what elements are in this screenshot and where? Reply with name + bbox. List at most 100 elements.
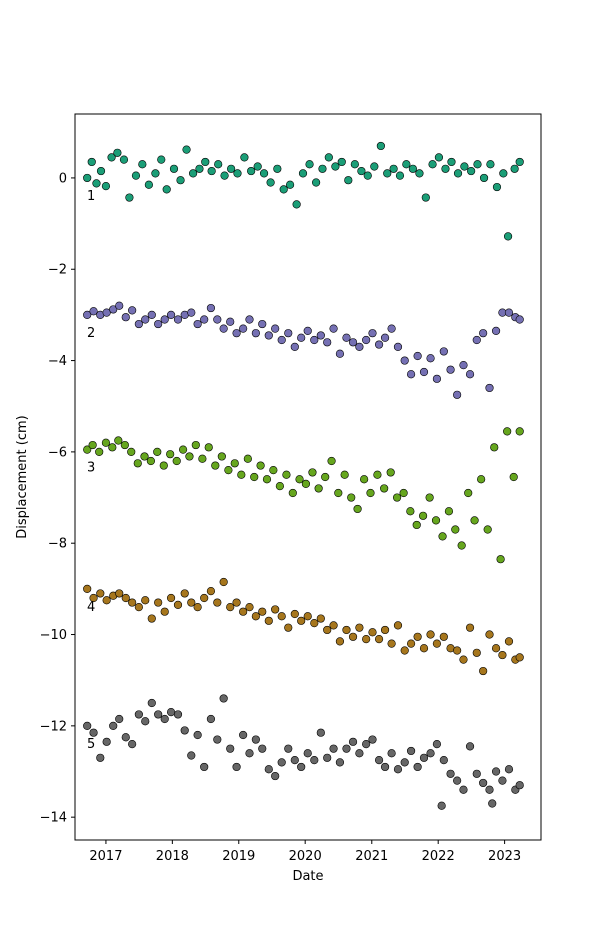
data-point [166,450,175,459]
data-point [515,157,524,167]
data-point [206,303,216,313]
data-point [329,324,338,333]
data-point [288,488,297,498]
data-point [453,646,462,655]
data-point [383,169,392,178]
data-point [204,443,213,452]
data-point [266,178,275,187]
data-point [428,160,437,169]
data-point [219,694,228,703]
data-point [178,445,188,454]
data-point [344,176,353,185]
data-point [439,755,448,765]
data-point [387,324,396,333]
data-point [258,744,267,753]
data-point [380,333,390,342]
data-point [498,776,507,785]
data-point [147,614,156,623]
data-point [303,326,312,335]
data-point [418,511,428,520]
data-point [200,762,209,772]
data-point [425,493,434,502]
data-point [83,310,92,320]
data-point [329,744,338,753]
data-point [387,639,396,648]
x-tick-label: 2017 [89,849,122,864]
data-point [303,749,312,758]
series-3: 3 [83,427,524,564]
data-point [316,331,325,340]
data-point [477,475,486,484]
data-point [185,452,194,461]
data-point [318,164,327,173]
data-point [421,193,430,202]
data-point [277,335,286,345]
data-point [342,625,351,635]
data-point [169,164,179,173]
data-point [259,169,269,178]
data-point [362,740,371,749]
data-point [374,340,384,349]
data-point [160,315,169,324]
data-point [154,598,163,607]
data-point [128,598,137,607]
data-point [271,324,280,333]
data-point [284,623,293,632]
data-point [125,193,134,202]
data-point [173,315,183,324]
data-point [509,472,518,482]
data-point [340,470,349,479]
data-point [355,342,364,351]
data-point [472,769,481,778]
data-point [253,162,262,171]
data-point [193,603,202,612]
data-point [176,176,185,185]
data-point [233,169,242,178]
data-point [251,735,260,744]
data-point [515,315,524,324]
data-point [269,466,278,475]
data-point [485,630,494,639]
data-point [459,655,468,664]
data-point [453,390,462,399]
data-point [282,470,291,479]
data-point [83,584,92,593]
data-point [115,301,124,310]
data-point [128,740,137,749]
data-point [87,157,96,167]
data-point [230,459,239,468]
data-point [334,488,343,498]
data-point [431,516,441,525]
data-point [491,767,501,776]
data-point [173,710,183,719]
x-tick-label: 2019 [222,849,255,864]
data-point [114,436,123,445]
x-tick-label: 2022 [422,849,455,864]
data-point [363,171,372,180]
data-point [314,484,323,493]
data-point [470,516,479,525]
data-point [213,598,222,607]
series-2: 2 [83,301,524,399]
data-point [101,438,111,447]
data-point [182,145,191,154]
data-point [88,440,97,450]
data-point [370,162,379,171]
data-point [393,765,403,774]
data-point [348,338,358,347]
data-point [387,749,396,758]
series-label-2: 2 [87,326,95,341]
data-point [200,593,209,603]
data-point [232,329,241,338]
data-point [504,765,514,774]
x-tick-label: 2020 [289,849,322,864]
data-point [166,593,176,603]
data-point [515,427,524,436]
y-tick-label: −12 [40,719,67,734]
data-point [160,714,169,724]
data-point [386,468,395,477]
data-point [154,319,163,329]
data-point [108,443,117,452]
data-point [133,459,142,468]
data-point [154,710,163,719]
